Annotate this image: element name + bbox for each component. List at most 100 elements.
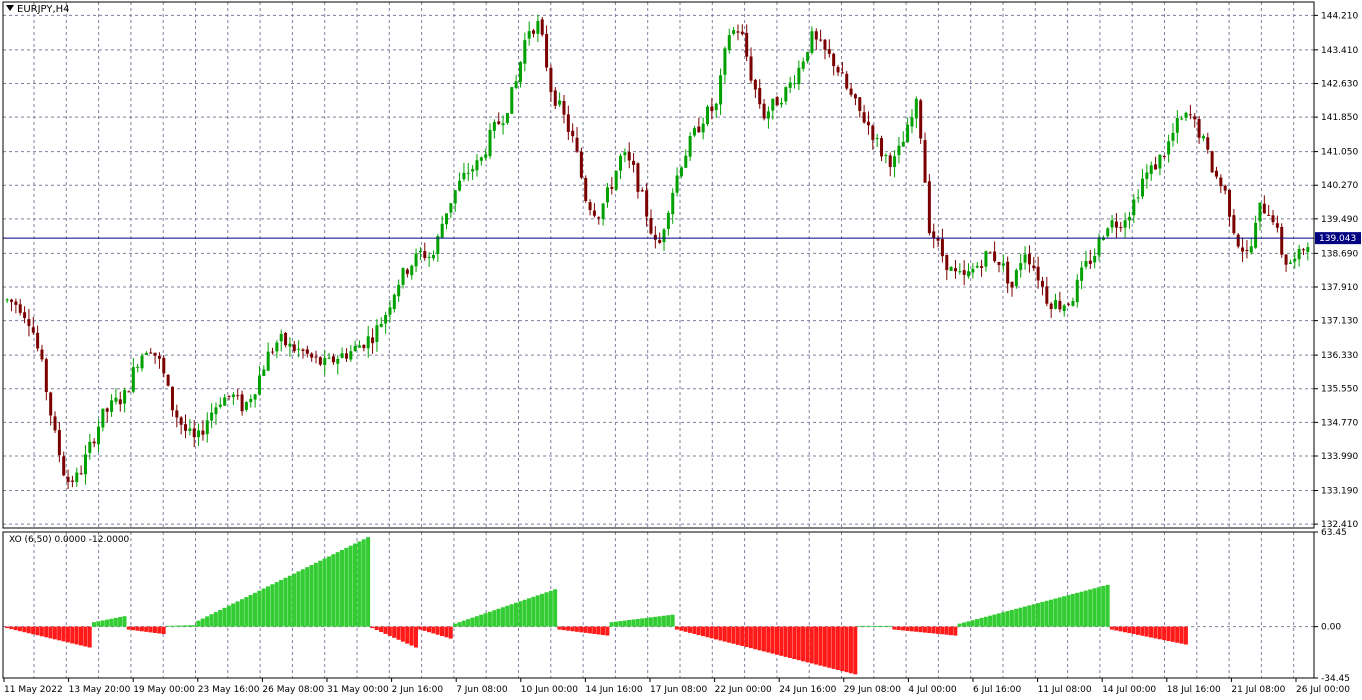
xo-bar-up xyxy=(1022,606,1027,627)
time-tick-label: 21 Jul 08:00 xyxy=(1231,685,1285,695)
xo-bar-up xyxy=(1053,598,1058,627)
bear-candle xyxy=(240,394,244,412)
xo-bar-down xyxy=(418,626,423,630)
xo-bar-down xyxy=(753,626,758,650)
xo-bar-up xyxy=(453,623,458,627)
time-tick-label: 14 Jun 16:00 xyxy=(585,685,642,695)
symbol-title[interactable]: EURJPY,H4 xyxy=(6,4,70,15)
bull-candle xyxy=(1293,258,1297,262)
bull-candle xyxy=(436,236,440,255)
bear-candle xyxy=(923,140,927,183)
xo-bar-down xyxy=(566,626,571,631)
bull-candle xyxy=(723,48,727,75)
xo-bar-up xyxy=(213,612,218,627)
bear-candle xyxy=(301,349,305,351)
bear-candle xyxy=(405,269,409,274)
xo-bar-down xyxy=(13,626,18,631)
xo-bar-up xyxy=(274,582,279,627)
bull-candle xyxy=(732,30,736,34)
bear-candle xyxy=(997,261,1001,265)
bull-candle xyxy=(897,145,901,156)
price-tick-label: 136.330 xyxy=(1321,351,1358,361)
xo-bar-down xyxy=(1183,626,1188,645)
xo-bar-down xyxy=(783,626,788,657)
bull-candle xyxy=(397,284,401,297)
xo-bar-down xyxy=(5,626,10,629)
bull-candle xyxy=(123,390,127,404)
bull-candle xyxy=(662,229,666,243)
xo-bar-up xyxy=(361,539,366,627)
price-tick-label: 134.770 xyxy=(1321,418,1358,428)
bear-candle xyxy=(827,49,831,54)
xo-bar-down xyxy=(587,626,592,634)
bear-candle xyxy=(545,34,549,68)
bull-candle xyxy=(414,253,418,267)
bear-candle xyxy=(62,456,66,476)
bear-candle xyxy=(584,178,588,202)
xo-bar-up xyxy=(992,614,997,627)
xo-bar-up xyxy=(257,590,262,627)
xo-bar-up xyxy=(457,622,462,627)
xo-bar-up xyxy=(1014,608,1019,627)
bear-candle xyxy=(592,210,596,216)
xo-bar-up xyxy=(483,613,488,627)
bull-candle xyxy=(666,212,670,229)
xo-bar-up xyxy=(1083,590,1088,627)
price-tick-label: 135.550 xyxy=(1321,385,1358,395)
bear-candle xyxy=(1219,177,1223,187)
bull-candle xyxy=(523,40,527,64)
xo-bar-down xyxy=(809,626,814,664)
bear-candle xyxy=(423,251,427,259)
bull-candle xyxy=(1149,165,1153,174)
bear-candle xyxy=(832,53,836,67)
bear-candle xyxy=(566,114,570,132)
price-tick-label: 141.050 xyxy=(1321,148,1358,158)
xo-bar-down xyxy=(935,626,940,634)
xo-bar-down xyxy=(748,626,753,649)
price-tick-label: 140.270 xyxy=(1321,181,1358,191)
xo-bar-down xyxy=(731,626,736,644)
bull-candle xyxy=(1175,117,1179,133)
bear-candle xyxy=(14,301,18,305)
xo-bar-down xyxy=(709,626,714,639)
xo-bar-up xyxy=(179,625,184,627)
bull-candle xyxy=(779,102,783,105)
xo-bar-up xyxy=(1066,595,1071,627)
bull-candle xyxy=(257,375,261,395)
dropdown-triangle-icon[interactable] xyxy=(6,5,14,11)
xo-bar-up xyxy=(487,611,492,627)
xo-bar-down xyxy=(57,626,62,641)
xo-bar-down xyxy=(766,626,771,653)
xo-bar-up xyxy=(252,592,257,627)
bull-candle xyxy=(223,397,227,406)
bear-candle xyxy=(753,79,757,90)
bull-candle xyxy=(484,154,488,158)
bull-candle xyxy=(875,137,879,139)
bull-candle xyxy=(1145,172,1149,179)
bull-candle xyxy=(188,428,192,431)
xo-bar-down xyxy=(605,626,610,636)
bear-candle xyxy=(919,100,923,139)
bull-candle xyxy=(492,121,496,131)
bull-candle xyxy=(788,82,792,88)
xo-bar-up xyxy=(335,552,340,627)
bear-candle xyxy=(988,252,992,254)
xo-bar-up xyxy=(1018,607,1023,627)
bear-candle xyxy=(170,386,174,411)
bear-candle xyxy=(292,344,296,352)
xo-bar-down xyxy=(431,626,436,634)
xo-bar-down xyxy=(1140,626,1145,636)
bear-candle xyxy=(866,121,870,126)
bull-candle xyxy=(601,203,605,219)
bull-candle xyxy=(466,172,470,174)
xo-bar-up xyxy=(313,562,318,627)
xo-bar-up xyxy=(270,584,275,627)
bull-candle xyxy=(144,352,148,355)
bull-candle xyxy=(431,254,435,259)
xo-bar-up xyxy=(609,622,614,627)
bear-candle xyxy=(66,476,70,483)
bull-candle xyxy=(349,351,353,360)
xo-bar-down xyxy=(144,626,149,632)
xo-bar-up xyxy=(535,595,540,627)
bull-candle xyxy=(1080,267,1084,281)
